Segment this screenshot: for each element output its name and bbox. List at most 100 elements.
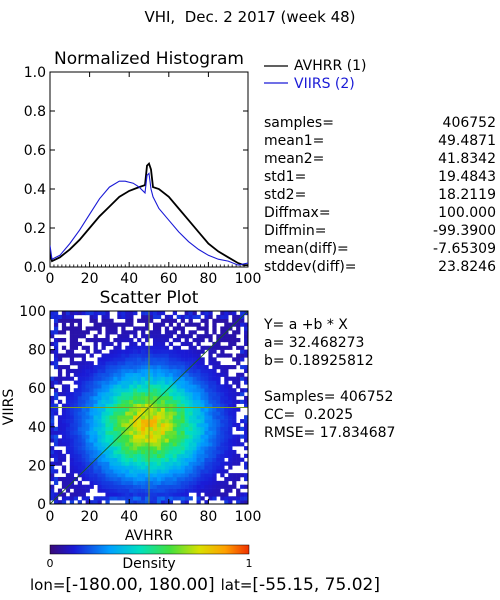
density-cell [105,461,110,466]
density-cell [145,465,150,470]
density-cell [101,484,106,489]
density-cell [89,314,94,320]
density-cell [152,361,158,366]
density-cell [145,399,150,404]
density-cell [113,330,118,335]
density-cell [93,461,98,466]
density-cell [188,469,193,474]
density-cell [145,368,150,374]
density-cell [236,434,241,439]
density-cell [101,338,106,343]
density-cell [57,376,63,381]
density-cell [164,334,170,339]
density-cell [212,403,217,408]
density-cell [137,326,142,331]
density-cell [196,476,201,482]
density-cell [77,492,82,497]
density-cell [145,353,150,358]
density-cell [53,480,59,485]
density-cell [200,380,205,385]
density-cell [53,461,59,466]
density-cell [164,492,170,497]
density-cell [121,392,126,397]
density-cell [137,395,142,401]
density-cell [65,372,71,377]
density-cell [184,357,189,362]
stat-label-diffmax: Diffmax= [264,205,331,221]
density-cell [216,334,221,339]
density-cell [109,476,114,482]
density-cell [133,357,138,362]
density-cell [133,488,138,493]
density-cell [196,457,201,462]
density-cell [133,334,138,339]
density-cell [85,461,90,466]
density-cell [85,411,90,416]
density-cell [228,465,233,470]
density-cell [184,338,189,343]
density-cell [172,388,178,393]
density-cell [172,365,178,370]
density-cell [133,422,138,428]
density-cell [69,457,75,462]
density-cell [236,492,241,497]
density-cell [125,380,130,385]
density-cell [129,484,134,489]
density-cell [101,457,106,462]
density-cell [77,330,82,335]
density-cell [101,380,106,385]
hist-xtick-label: 100 [235,271,262,287]
density-cell [117,419,122,424]
density-cell [152,338,158,343]
density-cell [145,318,150,323]
density-cell [196,465,201,470]
density-cell [81,465,86,470]
density-cell [77,484,82,489]
density-cell [93,311,98,316]
density-cell [113,403,118,408]
density-cell [121,388,126,393]
scatter-xtick-label: 60 [160,509,178,525]
density-cell [77,361,82,366]
density-cell [69,341,75,347]
density-cell [97,311,102,316]
density-cell [53,392,59,397]
density-cell [129,368,134,374]
density-cell [61,353,67,358]
density-cell [184,407,189,412]
density-cell [105,449,110,455]
density-cell [77,442,82,447]
density-cell [145,403,150,408]
density-cell [105,457,110,462]
density-cell [125,314,130,320]
density-cell [244,496,248,501]
density-cell [192,395,197,401]
density-cell [212,376,217,381]
density-cell [236,473,241,478]
density-cell [53,442,59,447]
density-cell [208,488,213,493]
density-cell [200,465,205,470]
density-cell [176,392,181,397]
density-cell [129,480,134,485]
density-cell [77,384,82,389]
density-cell [216,372,221,377]
density-cell [220,457,225,462]
density-cell [93,314,98,320]
density-cell [121,446,126,451]
density-cell [53,449,59,455]
density-cell [156,314,162,320]
density-cell [73,465,79,470]
density-cell [208,399,213,404]
density-cell [232,411,237,416]
density-cell [172,376,178,381]
density-cell [113,442,118,447]
density-cell [168,461,174,466]
density-cell [69,403,75,408]
density-cell [156,361,162,366]
density-cell [200,334,205,339]
density-cell [73,426,79,431]
density-cell [93,318,98,323]
density-cell [121,349,126,354]
footer-coords: lon=[-180.00, 180.00] lat=[-55.15, 75.02] [30,575,380,595]
